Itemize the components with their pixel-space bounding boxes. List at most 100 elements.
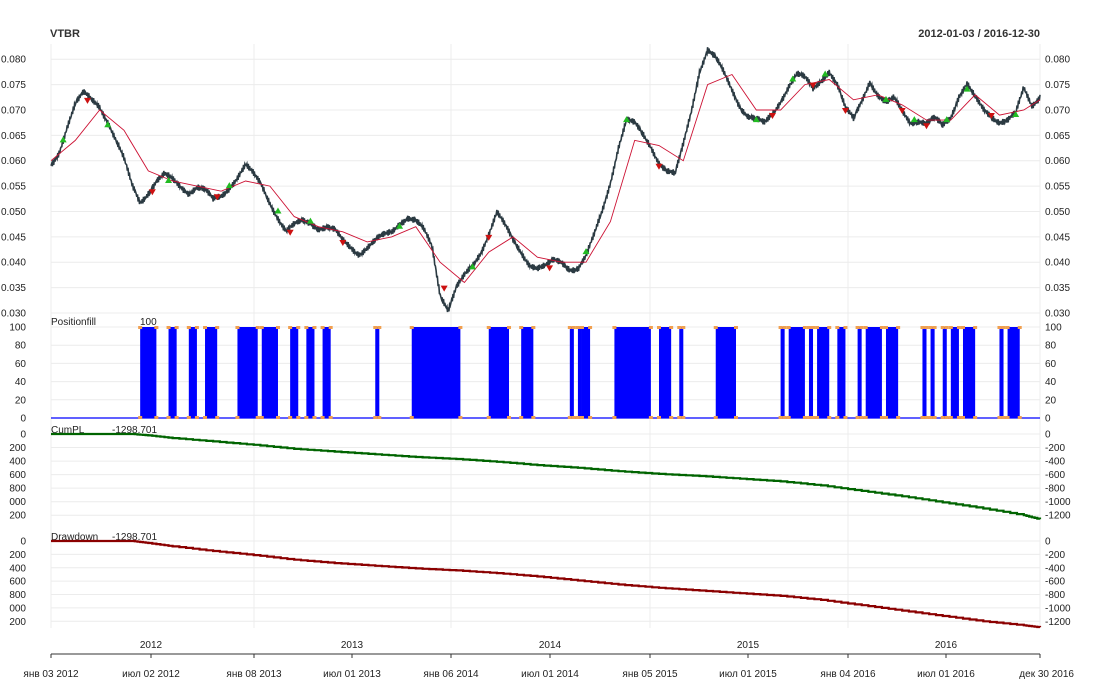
position-marker-top	[932, 326, 937, 329]
y-tick-label-left: 0.045	[1, 232, 26, 243]
x-date-label: янв 06 2014	[423, 669, 479, 680]
position-marker-bottom	[928, 416, 933, 419]
position-marker-bottom	[507, 416, 512, 419]
position-marker-top	[1001, 326, 1006, 329]
x-date-label: июл 01 2016	[917, 669, 975, 680]
position-marker-bottom	[571, 416, 576, 419]
position-marker-bottom	[896, 416, 901, 419]
y-tick-label-right: 0.055	[1045, 182, 1070, 193]
position-marker-top	[588, 326, 593, 329]
position-marker-bottom	[486, 416, 491, 419]
position-bar	[577, 327, 582, 418]
y-tick-label-left: 400	[9, 457, 26, 468]
position-bar	[375, 327, 380, 418]
position-marker-top	[312, 326, 317, 329]
position-marker-top	[575, 326, 580, 329]
date-range: 2012-01-03 / 2016-12-30	[918, 28, 1040, 40]
position-marker-top	[920, 326, 925, 329]
position-marker-bottom	[802, 416, 807, 419]
position-bar	[942, 327, 947, 418]
position-marker-bottom	[681, 416, 686, 419]
position-marker-top	[166, 326, 171, 329]
position-marker-bottom	[235, 416, 240, 419]
position-marker-top	[320, 326, 325, 329]
position-marker-top	[138, 326, 143, 329]
position-marker-top	[827, 326, 832, 329]
position-marker-bottom	[648, 416, 653, 419]
sell-marker	[923, 123, 931, 130]
y-tick-label-right: -1000	[1045, 603, 1071, 614]
x-year-label: 2012	[140, 640, 163, 651]
position-marker-bottom	[1017, 416, 1022, 419]
y-tick-label-left: 0.055	[1, 182, 26, 193]
price-line	[50, 47, 1041, 313]
position-marker-bottom	[778, 416, 783, 419]
y-tick-label-right: 40	[1045, 377, 1057, 388]
y-tick-label-left: 0.070	[1, 105, 26, 116]
y-tick-label-right: -200	[1045, 443, 1065, 454]
position-bar	[306, 327, 315, 418]
position-marker-top	[328, 326, 333, 329]
position-marker-bottom	[669, 416, 674, 419]
position-marker-bottom	[575, 416, 580, 419]
sell-marker	[213, 194, 221, 201]
sell-marker	[546, 265, 554, 272]
buy-marker	[943, 116, 951, 123]
y-tick-label-right: -200	[1045, 550, 1065, 561]
position-bar	[188, 327, 197, 418]
x-date-label: дек 30 2016	[1019, 669, 1074, 680]
position-marker-top	[259, 326, 264, 329]
y-tick-label-left: 60	[15, 359, 27, 370]
position-marker-bottom	[827, 416, 832, 419]
position-marker-bottom	[567, 416, 572, 419]
position-bar	[614, 327, 651, 418]
position-marker-bottom	[373, 416, 378, 419]
y-tick-label-left: 0.035	[1, 283, 26, 294]
position-marker-bottom	[409, 416, 414, 419]
y-tick-label-left: 0.030	[1, 309, 26, 320]
x-year-label: 2013	[341, 640, 364, 651]
y-tick-label-right: 0.040	[1045, 258, 1070, 269]
position-marker-bottom	[734, 416, 739, 419]
y-tick-label-left: 0	[20, 537, 26, 548]
y-tick-label-right: 0.050	[1045, 207, 1070, 218]
position-marker-bottom	[588, 416, 593, 419]
position-marker-bottom	[677, 416, 682, 419]
position-bar	[788, 327, 805, 418]
y-tick-label-left: 0.065	[1, 131, 26, 142]
position-marker-top	[778, 326, 783, 329]
y-tick-label-right: 0	[1045, 537, 1051, 548]
x-date-label: июл 01 2013	[323, 669, 381, 680]
position-marker-bottom	[944, 416, 949, 419]
y-tick-label-left: 200	[9, 511, 26, 522]
position-bar	[999, 327, 1004, 418]
buy-marker	[582, 248, 590, 255]
position-marker-top	[896, 326, 901, 329]
position-marker-bottom	[835, 416, 840, 419]
position-marker-top	[669, 326, 674, 329]
position-marker-bottom	[304, 416, 309, 419]
buy-marker	[469, 263, 477, 270]
x-axis: 2012 2013 2014 2015 2016 янв 03 2012 июл 02 20…	[23, 640, 1074, 680]
position-marker-bottom	[786, 416, 791, 419]
position-marker-bottom	[296, 416, 301, 419]
sell-marker	[286, 229, 294, 236]
position-marker-top	[567, 326, 572, 329]
position-marker-bottom	[154, 416, 159, 419]
y-tick-label-right: 0	[1045, 430, 1051, 441]
buy-marker	[882, 95, 890, 102]
moving-average-line	[50, 73, 1041, 284]
drawdown-line	[51, 539, 1042, 629]
x-date-label: янв 05 2015	[622, 669, 678, 680]
position-marker-bottom	[259, 416, 264, 419]
position-marker-bottom	[883, 416, 888, 419]
panel-label: Positionfill	[51, 317, 96, 328]
position-marker-top	[956, 326, 961, 329]
y-tick-label-right: -800	[1045, 484, 1065, 495]
position-marker-top	[928, 326, 933, 329]
panel-price: 0.030 0.030 0.035 0.035 0.040 0.040 0.045 0.045…	[1, 47, 1070, 320]
position-marker-bottom	[288, 416, 293, 419]
position-marker-top	[186, 326, 191, 329]
position-marker-bottom	[782, 416, 787, 419]
